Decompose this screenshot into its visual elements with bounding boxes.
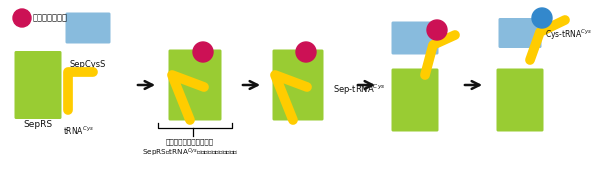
Circle shape bbox=[13, 9, 31, 27]
FancyBboxPatch shape bbox=[499, 18, 542, 48]
FancyBboxPatch shape bbox=[169, 49, 221, 120]
Text: tRNA$^{Cys}$: tRNA$^{Cys}$ bbox=[62, 125, 94, 137]
FancyBboxPatch shape bbox=[392, 68, 439, 132]
Circle shape bbox=[427, 20, 447, 40]
FancyBboxPatch shape bbox=[65, 12, 110, 44]
Circle shape bbox=[296, 42, 316, 62]
Text: 今回が構造が解明された
SepRS・tRNA$^{Cys}$・リン酸化セリン複合体: 今回が構造が解明された SepRS・tRNA$^{Cys}$・リン酸化セリン複合… bbox=[142, 138, 238, 159]
FancyBboxPatch shape bbox=[392, 21, 439, 55]
FancyBboxPatch shape bbox=[272, 49, 323, 120]
FancyBboxPatch shape bbox=[14, 51, 62, 119]
Text: リン酸化セリン: リン酸化セリン bbox=[33, 14, 68, 23]
Circle shape bbox=[532, 8, 552, 28]
FancyBboxPatch shape bbox=[497, 68, 544, 132]
Text: Cys-tRNA$^{Cys}$: Cys-tRNA$^{Cys}$ bbox=[545, 28, 592, 42]
Text: Sep-tRNA$^{Cys}$: Sep-tRNA$^{Cys}$ bbox=[333, 83, 385, 97]
Text: SepRS: SepRS bbox=[23, 120, 53, 129]
Circle shape bbox=[193, 42, 213, 62]
Text: SepCysS: SepCysS bbox=[70, 60, 106, 69]
